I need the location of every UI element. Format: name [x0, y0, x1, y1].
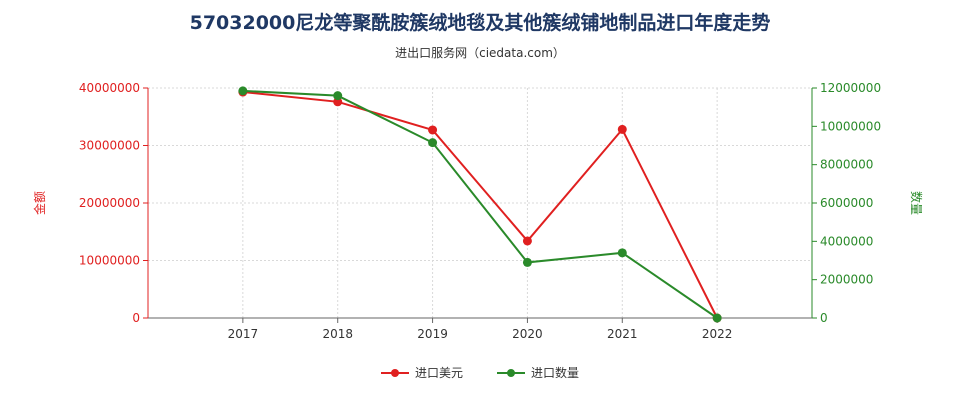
right-tick-label: 10000000: [820, 119, 881, 133]
left-tick-label: 10000000: [79, 254, 140, 268]
right-tick-label: 12000000: [820, 81, 881, 95]
x-tick-label: 2020: [512, 327, 543, 341]
series-2-point: [522, 257, 532, 267]
right-tick-label: 6000000: [820, 196, 873, 210]
series-2-point: [712, 313, 722, 323]
series-1-point: [428, 125, 438, 135]
right-tick-label: 4000000: [820, 234, 873, 248]
series-2-point: [238, 86, 248, 96]
series-2-point: [428, 138, 438, 148]
chart-title: 57032000尼龙等聚酰胺簇绒地毯及其他簇绒铺地制品进口年度走势: [189, 12, 771, 34]
right-tick-label: 2000000: [820, 273, 873, 287]
left-tick-label: 40000000: [79, 81, 140, 95]
legend-swatch-green: [497, 368, 525, 378]
chart-subtitle: 进出口服务网（ciedata.com）: [395, 46, 565, 60]
series-2-point: [617, 248, 627, 258]
legend-item-import-usd[interactable]: 进口美元: [380, 364, 463, 381]
left-tick-label: 30000000: [79, 139, 140, 153]
right-tick-label: 0: [820, 311, 828, 325]
x-tick-label: 2018: [322, 327, 353, 341]
series-1-point: [617, 124, 627, 134]
left-axis-title: 金额: [32, 191, 47, 215]
right-axis-title: 数量: [909, 191, 924, 215]
right-tick-label: 8000000: [820, 158, 873, 172]
legend-label-import-usd: 进口美元: [414, 366, 463, 380]
x-tick-label: 2022: [702, 327, 733, 341]
series-1-point: [522, 236, 532, 246]
series-line-1: [242, 91, 719, 319]
x-tick-label: 2021: [607, 327, 638, 341]
x-tick-label: 2019: [417, 327, 448, 341]
left-tick-label: 0: [132, 311, 140, 325]
left-tick-label: 20000000: [79, 196, 140, 210]
legend-item-import-qty[interactable]: 进口数量: [497, 364, 579, 381]
legend-swatch-red: [380, 368, 409, 378]
legend: 进口美元 进口数量: [0, 364, 960, 381]
x-tick-label: 2017: [228, 327, 259, 341]
series-line-2: [242, 89, 718, 319]
series-2-point: [333, 91, 343, 101]
legend-label-import-qty: 进口数量: [531, 366, 580, 380]
